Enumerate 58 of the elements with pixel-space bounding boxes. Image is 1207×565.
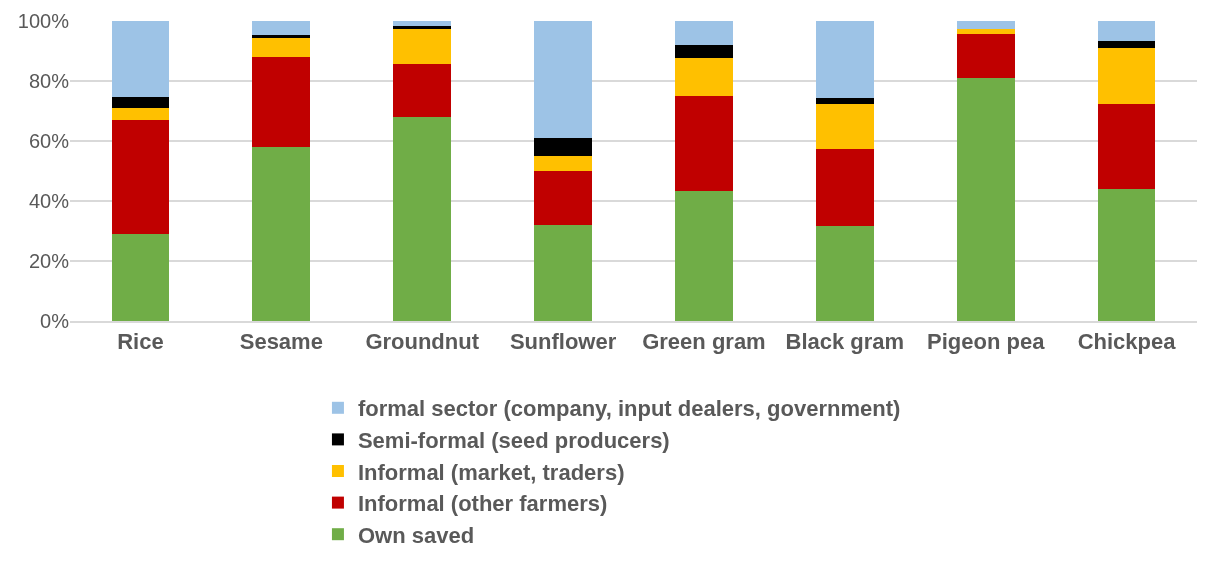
bar <box>534 156 592 171</box>
legend-label: Informal (market, traders) <box>357 459 625 485</box>
x-tick-label: Green gram <box>642 329 766 355</box>
y-tick-label: 20% <box>28 250 70 272</box>
bar <box>111 108 170 120</box>
x-tick-label: Sesame <box>239 329 323 355</box>
y-tick-label: 40% <box>28 190 70 212</box>
x-tick-label: Sunflower <box>509 329 617 355</box>
bar <box>1097 103 1156 189</box>
y-tick-label: 0% <box>40 310 70 332</box>
bar <box>956 29 1015 34</box>
bar <box>1097 41 1156 48</box>
bar <box>815 225 874 321</box>
legend-label: Informal (other farmers) <box>357 491 608 517</box>
bar <box>393 117 452 321</box>
bar <box>675 21 733 45</box>
bar <box>815 21 874 98</box>
bar <box>252 147 311 321</box>
bar <box>956 33 1015 78</box>
bar <box>815 97 874 105</box>
bar <box>393 21 452 27</box>
bar <box>815 104 874 149</box>
bar <box>534 171 592 225</box>
x-tick-label: Black gram <box>785 329 905 355</box>
y-tick-label: 100% <box>17 10 70 32</box>
bar <box>393 63 452 117</box>
bar <box>252 35 311 38</box>
bar <box>675 45 733 59</box>
legend-label: Semi-formal (seed producers) <box>357 427 670 453</box>
bar <box>675 96 733 192</box>
bar <box>111 21 170 97</box>
bar <box>393 26 452 30</box>
bar <box>815 148 874 226</box>
bar <box>393 29 452 64</box>
y-tick-label: 60% <box>28 130 70 152</box>
legend-label: Own saved <box>357 522 475 548</box>
bar <box>252 37 311 57</box>
bar <box>252 21 311 36</box>
y-tick-label: 80% <box>28 70 70 92</box>
bar <box>534 21 592 138</box>
bar <box>956 78 1015 321</box>
bar <box>111 96 170 108</box>
x-tick-label: Rice <box>117 329 164 355</box>
bar <box>675 191 733 321</box>
bar <box>1097 189 1156 321</box>
bar <box>956 21 1015 30</box>
bar <box>111 234 170 321</box>
x-tick-label: Groundnut <box>365 329 480 355</box>
bar <box>534 225 592 321</box>
bar <box>252 57 311 147</box>
bar <box>1097 48 1156 104</box>
bar <box>675 58 733 96</box>
x-tick-label: Chickpea <box>1077 329 1177 355</box>
bar <box>1097 21 1156 42</box>
legend-label: formal sector (company, input dealers, government) <box>357 396 901 422</box>
x-tick-label: Pigeon pea <box>927 329 1046 355</box>
bar <box>111 120 170 234</box>
bar <box>534 138 592 156</box>
